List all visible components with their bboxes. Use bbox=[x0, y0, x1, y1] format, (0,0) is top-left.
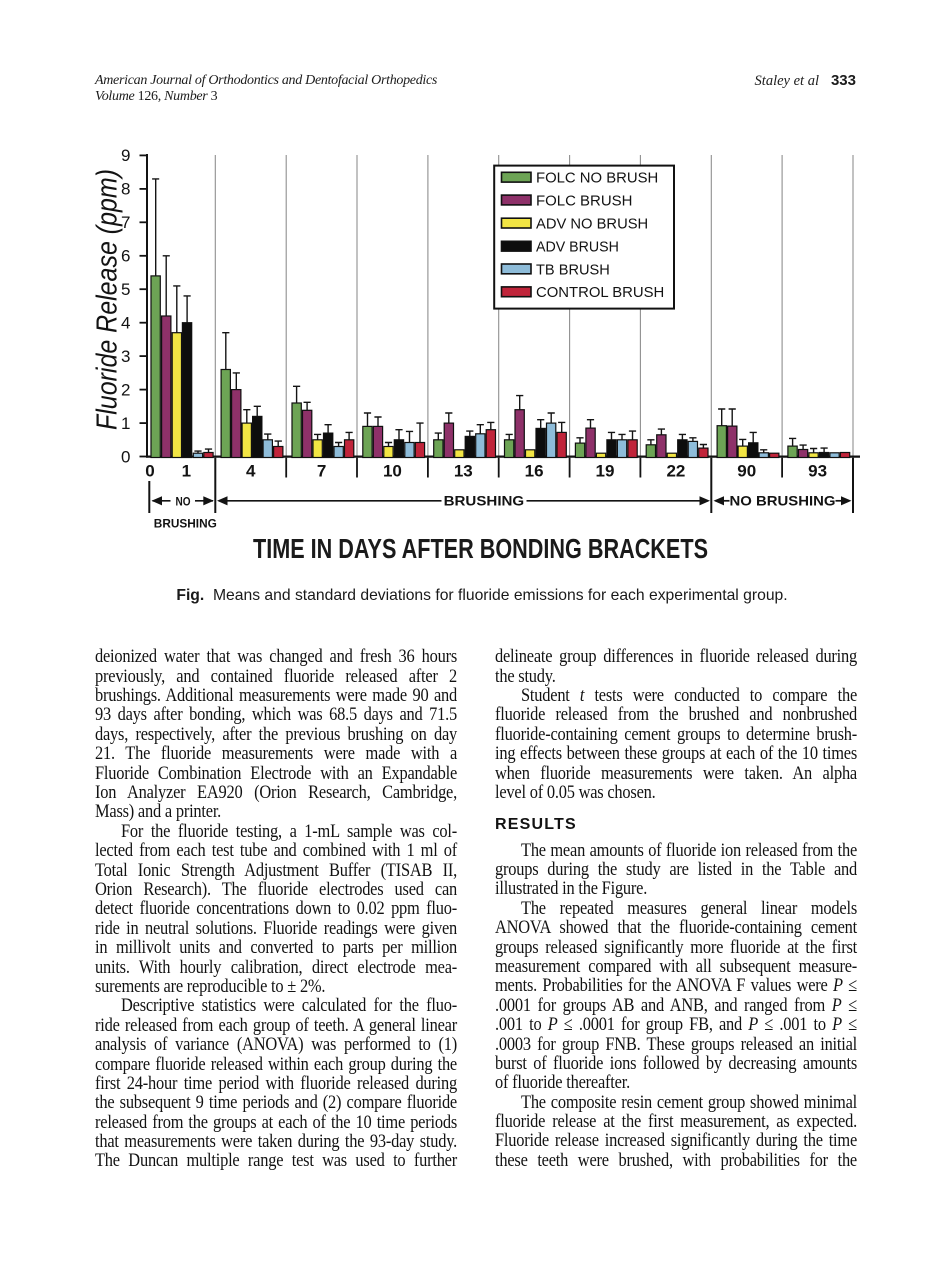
svg-text:13: 13 bbox=[454, 462, 473, 481]
svg-text:2: 2 bbox=[121, 380, 130, 399]
svg-text:8: 8 bbox=[121, 180, 130, 199]
svg-text:CONTROL BRUSH: CONTROL BRUSH bbox=[536, 284, 664, 301]
svg-text:9: 9 bbox=[121, 146, 130, 165]
svg-text:NO BRUSHING: NO BRUSHING bbox=[730, 493, 836, 509]
svg-text:TIME IN DAYS AFTER BONDING BRA: TIME IN DAYS AFTER BONDING BRACKETS bbox=[253, 533, 708, 564]
svg-text:NO: NO bbox=[176, 496, 191, 508]
svg-text:1: 1 bbox=[182, 462, 191, 481]
svg-text:3: 3 bbox=[121, 347, 130, 366]
svg-text:6: 6 bbox=[121, 247, 130, 266]
svg-text:19: 19 bbox=[596, 462, 615, 481]
svg-text:FOLC BRUSH: FOLC BRUSH bbox=[536, 192, 632, 209]
svg-text:0: 0 bbox=[121, 447, 130, 466]
svg-text:ADV NO BRUSH: ADV NO BRUSH bbox=[536, 216, 648, 233]
svg-text:16: 16 bbox=[525, 462, 544, 481]
svg-text:BRUSHING: BRUSHING bbox=[154, 519, 217, 531]
svg-text:7: 7 bbox=[121, 213, 130, 232]
svg-text:93: 93 bbox=[808, 462, 827, 481]
svg-text:5: 5 bbox=[121, 280, 130, 299]
svg-text:4: 4 bbox=[246, 462, 256, 481]
svg-text:BRUSHING: BRUSHING bbox=[444, 494, 525, 509]
svg-text:FOLC NO BRUSH: FOLC NO BRUSH bbox=[536, 170, 658, 187]
svg-text:Fluoride Release (ppm): Fluoride Release (ppm) bbox=[92, 169, 124, 430]
svg-text:0: 0 bbox=[145, 462, 154, 481]
svg-text:7: 7 bbox=[317, 462, 326, 481]
svg-text:ADV BRUSH: ADV BRUSH bbox=[536, 239, 619, 256]
svg-text:1: 1 bbox=[121, 414, 130, 433]
svg-text:4: 4 bbox=[121, 314, 130, 333]
svg-text:TB BRUSH: TB BRUSH bbox=[536, 261, 610, 278]
svg-text:10: 10 bbox=[383, 462, 402, 481]
svg-text:22: 22 bbox=[666, 462, 685, 481]
svg-text:90: 90 bbox=[737, 462, 756, 481]
